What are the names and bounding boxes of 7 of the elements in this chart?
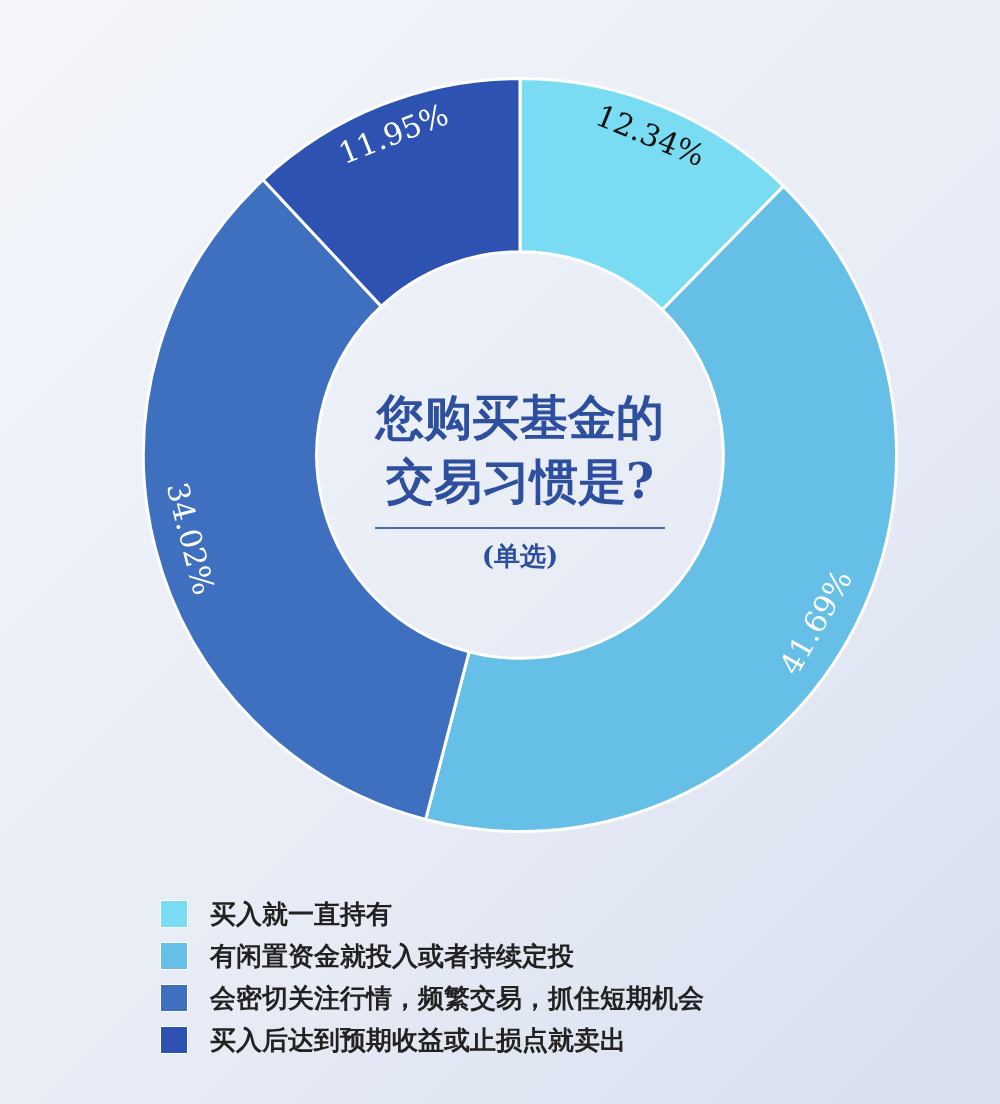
- text: (单选): [480, 540, 560, 573]
- legend-label: 会密切关注行情，频繁交易，抓住短期机会: [210, 981, 704, 1015]
- legend-label: 有闲置资金就投入或者持续定投: [210, 939, 574, 973]
- legend-label: 买入后达到预期收益或止损点就卖出: [210, 1023, 626, 1057]
- legend-label: 买入就一直持有: [210, 897, 392, 931]
- data-label: 34.02%: [159, 478, 222, 599]
- text: 您购买基金的交易习惯是?: [373, 388, 665, 511]
